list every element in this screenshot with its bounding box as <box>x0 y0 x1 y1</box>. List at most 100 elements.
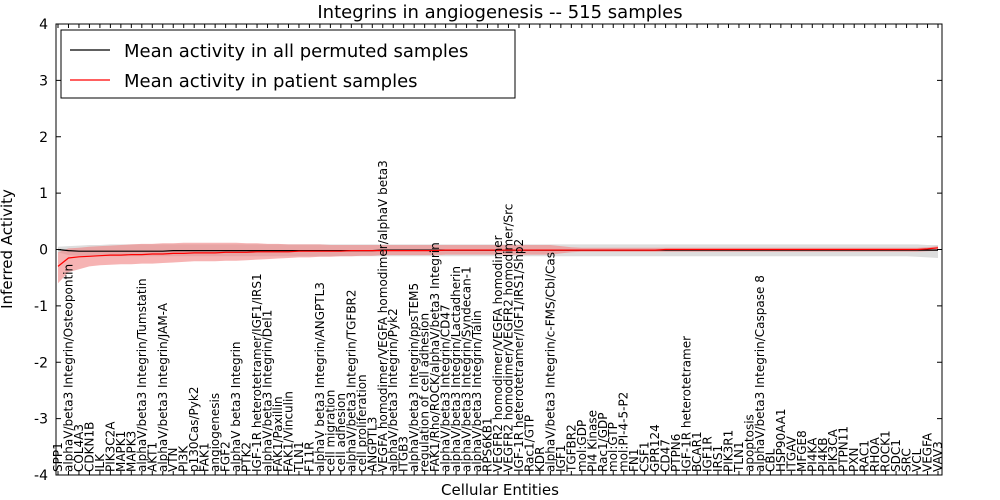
y-tick-label: -3 <box>34 412 48 428</box>
y-tick-label: 4 <box>39 17 48 33</box>
x-tick-label: VEGFR2 homodimer/VEGFA homodimer <box>491 235 505 472</box>
x-tick-label: VEGFA homodimer/VEGFA homodimer/alphaV b… <box>376 160 390 472</box>
x-tick-label: GPR124 <box>648 424 662 472</box>
x-tick-label: IRS1 <box>711 445 725 472</box>
x-tick-label: mol:GDP <box>575 420 589 472</box>
y-tick-label: 2 <box>39 130 48 146</box>
x-tick-label: ANGPTL3 <box>365 417 379 472</box>
x-tick-label: RHOA <box>868 436 882 472</box>
x-axis-label: Cellular Entities <box>441 481 559 499</box>
x-tick-label: ROCK1 <box>879 430 893 472</box>
x-tick-label: CD47 <box>659 439 673 472</box>
x-tick-label: ILK <box>93 453 107 472</box>
x-tick-label: IGF1R <box>701 436 715 472</box>
y-axis: -4 -3 -2 -1 0 1 2 3 4 <box>34 17 942 484</box>
y-tick-label: -1 <box>34 299 48 315</box>
x-tick-label: AKT1 <box>145 442 159 472</box>
band-series-1 <box>58 242 938 284</box>
x-tick-label: alphaV/beta3 Integrin/ppsTEM5 <box>407 283 421 472</box>
x-tick-label: VEGFR2 homodimer/VEGFR2 homodimer/Src <box>502 204 516 472</box>
x-tick-label: IGF1 <box>554 445 568 472</box>
x-tick-label: alphaV/beta3 Integrin/CD47 <box>439 304 453 472</box>
x-tick-label: alphaV beta3 Integrin <box>229 341 243 472</box>
y-axis-label: Inferred Activity <box>0 189 16 309</box>
x-tick-label: PIK3C2A <box>103 421 117 472</box>
x-tick-label: HSP90AA1 <box>774 408 788 472</box>
x-tick-label: PTK2 <box>240 442 254 472</box>
x-tick-label: CDKN1B <box>82 422 96 472</box>
x-tick-label: alphaV/beta3 Integrin/c-FMS/Cbl/Cas <box>543 252 557 472</box>
x-tick-label: MAPK3 <box>124 431 138 472</box>
y-tick-label: 1 <box>39 186 48 202</box>
x-tick-label: IGF-1R heterotetramer/IGF1/IRS1/Shp2 <box>512 239 526 472</box>
x-tick-label: PI4KB <box>816 437 830 472</box>
x-tick-label: mol:GTP <box>606 422 620 472</box>
x-tick-label: Rac1/GDP <box>596 413 610 472</box>
x-tick-label: alphaV/beta3 Integrin/TGFBR2 <box>344 289 358 472</box>
x-tick-label: TLN1 <box>732 441 746 473</box>
x-tick-label: cell migration <box>323 390 337 472</box>
x-tick-label: PTPN11 <box>837 426 851 472</box>
y-tick-label: -2 <box>34 355 48 371</box>
legend-label-patient: Mean activity in patient samples <box>124 71 418 92</box>
x-tick-label: angiogenesis <box>208 393 222 472</box>
x-tick-label: ITGB3 <box>397 436 411 472</box>
line-series-1 <box>57 247 939 267</box>
x-tick-label: SPP1 <box>51 442 65 472</box>
chart-title: Integrins in angiogenesis -- 515 samples <box>317 2 682 23</box>
x-tick-label: IGF-1R heterotetramer/IGF1/IRS1 <box>250 273 264 472</box>
x-tick-label: BCAR1 <box>690 431 704 472</box>
x-tick-label: RPS6KB1 <box>481 417 495 472</box>
x-tick-label: TGFBR2 <box>564 424 578 473</box>
x-tick-label: PTPN6 <box>669 434 683 472</box>
x-tick-label: PI3K <box>177 445 191 472</box>
x-tick-label: MAPK1 <box>114 431 128 472</box>
x-tick-label: PI4 Kinase <box>585 410 599 472</box>
x-tick-label: alphaV/beta3 Integrin/Talin <box>470 310 484 472</box>
x-tick-label: cell proliferation <box>355 374 369 472</box>
x-tick-label: alphaV/beta3 Integrin/JAM-A <box>156 302 170 472</box>
x-tick-label: FN1 <box>627 448 641 472</box>
x-tick-label: FAK1/Vinculin <box>282 391 296 472</box>
x-tick-label: FGF2 <box>219 441 233 472</box>
x-tick-label: alphaV/beta3 Integrin/Tumstatin <box>135 278 149 472</box>
confidence-bands <box>58 242 938 284</box>
x-tick-label: alphaV/beta3 Integrin/Lactadherin <box>449 266 463 472</box>
x-tick-label: VCL <box>910 448 924 472</box>
x-tick-label: RAC1 <box>858 440 872 472</box>
x-tick-label: mol:PI-4-5-P2 <box>617 392 631 472</box>
x-tick-label: SRC <box>900 448 914 472</box>
x-tick-label: alphaV/beta3 Integrin/Del1 <box>261 310 275 472</box>
series-lines <box>57 247 939 267</box>
x-tick-label: FAK1/Paxillin <box>271 396 285 472</box>
x-tick-label: CBL <box>763 448 777 472</box>
x-tick-label: IGF-1R heterotetramer <box>680 336 694 472</box>
x-tick-label: alphaV/beta3 Integrin/Pyk2 <box>386 308 400 472</box>
x-tick-label: KDR <box>533 447 547 472</box>
x-tick-label: CSF1 <box>638 441 652 472</box>
y-tick-label: -4 <box>34 468 48 484</box>
x-tick-label: SDC1 <box>889 439 903 472</box>
x-tick-label: PIK3CA <box>826 428 840 472</box>
x-tick-label: MFGE8 <box>795 430 809 472</box>
plot-frame <box>55 23 943 476</box>
y-tick-label: 3 <box>39 73 48 89</box>
y-tick-label: 0 <box>39 243 48 259</box>
x-tick-label: alphaV/beta3 Integrin/Caspase 8 <box>753 275 767 472</box>
legend-box <box>60 29 516 99</box>
x-tick-label: PI4KA <box>805 437 819 472</box>
legend: Mean activity in all permuted samples Me… <box>60 29 516 99</box>
x-tick-label: apoptosis <box>742 414 756 472</box>
x-tick-label: COL4A3 <box>72 424 86 472</box>
x-tick-label: FAK1/Rho/ROCK/alphaV/beta3 Integrin <box>428 242 442 472</box>
x-tick-label: ITGAV <box>784 435 798 472</box>
legend-label-permuted: Mean activity in all permuted samples <box>124 41 468 62</box>
x-tick-label: PIK3R1 <box>722 430 736 472</box>
x-tick-label: F11R <box>302 441 316 472</box>
x-tick-label: regulation of cell adhesion <box>418 313 432 472</box>
x-tick-label: p130Cas/Pyk2 <box>187 387 201 472</box>
x-tick-label: FAK1 <box>198 442 212 472</box>
x-tick-label: alphaV beta3 Integrin/ANGPTL3 <box>313 282 327 472</box>
x-tick-label: PXN <box>847 448 861 472</box>
